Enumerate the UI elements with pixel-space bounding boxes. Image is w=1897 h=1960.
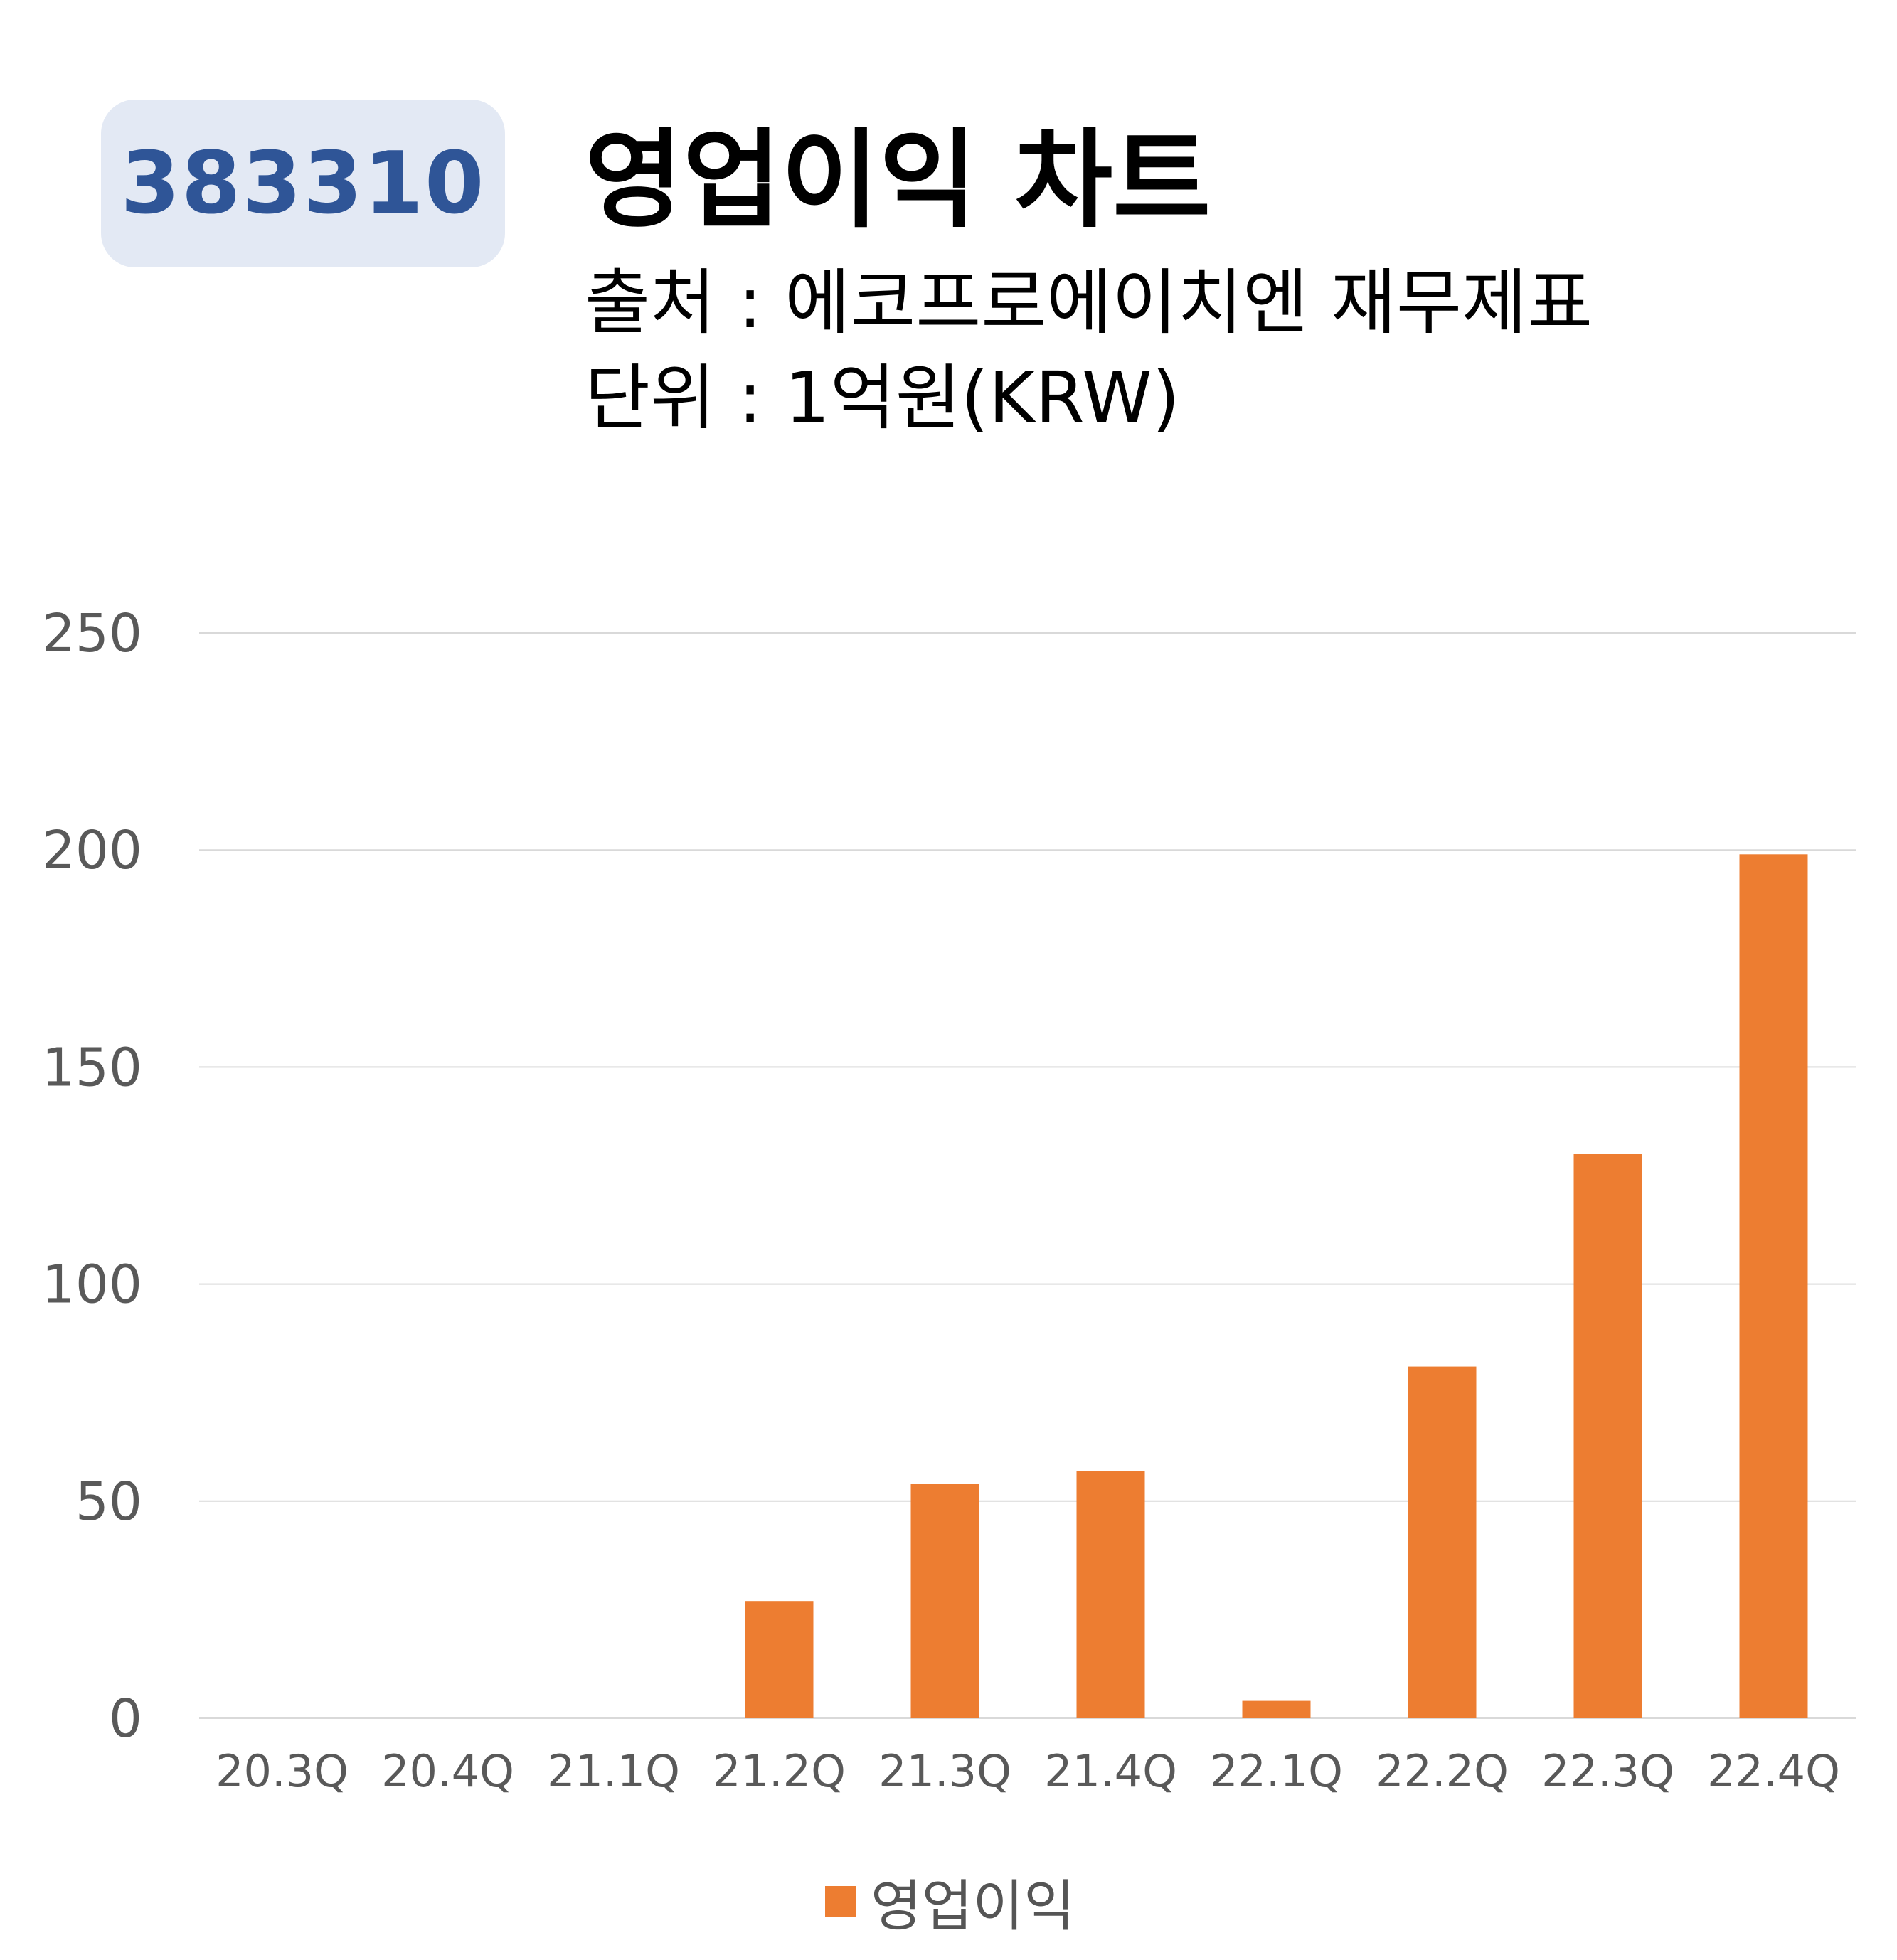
x-tick-label: 20.3Q [216, 1745, 349, 1797]
x-tick-label: 21.1Q [547, 1745, 680, 1797]
bar [1573, 1154, 1642, 1718]
stock-code-badge: 383310 [101, 100, 505, 267]
y-tick-label: 150 [42, 1037, 142, 1098]
bar [1076, 1471, 1145, 1718]
bar [1408, 1366, 1477, 1718]
chart-title: 영업이익 차트 [585, 119, 1211, 243]
bars [745, 854, 1808, 1718]
y-tick-label: 50 [75, 1471, 142, 1533]
x-tick-label: 20.4Q [381, 1745, 514, 1797]
y-axis-ticks: 0 50 100 150 200 250 [42, 603, 142, 1749]
bar [910, 1484, 979, 1718]
x-tick-label: 21.2Q [713, 1745, 846, 1797]
bar [1242, 1700, 1311, 1718]
bar-chart: 0 50 100 150 200 250 20.3Q 20.4Q 21.1Q 21.2Q 21.3… [42, 603, 1856, 1797]
legend-swatch [825, 1886, 856, 1917]
y-tick-label: 0 [109, 1688, 142, 1749]
x-tick-label: 22.1Q [1210, 1745, 1343, 1797]
bar [1739, 854, 1808, 1718]
x-axis-ticks: 20.3Q 20.4Q 21.1Q 21.2Q 21.3Q 21.4Q 22.1Q 22.2Q… [216, 1745, 1840, 1797]
x-tick-label: 22.4Q [1707, 1745, 1840, 1797]
x-tick-label: 21.3Q [878, 1745, 1011, 1797]
legend: 영업이익 [825, 1862, 1075, 1942]
x-tick-label: 22.3Q [1541, 1745, 1674, 1797]
x-tick-label: 22.2Q [1376, 1745, 1509, 1797]
source-text: 출처 : 에코프로에이치엔 재무제표 [585, 261, 1593, 344]
x-tick-label: 21.4Q [1044, 1745, 1177, 1797]
y-tick-label: 250 [42, 603, 142, 664]
legend-label: 영업이익 [871, 1875, 1075, 1939]
unit-text: 단위 : 1억원(KRW) [585, 356, 1180, 440]
bar [745, 1601, 814, 1718]
y-tick-label: 100 [42, 1255, 142, 1316]
y-tick-label: 200 [42, 820, 142, 881]
